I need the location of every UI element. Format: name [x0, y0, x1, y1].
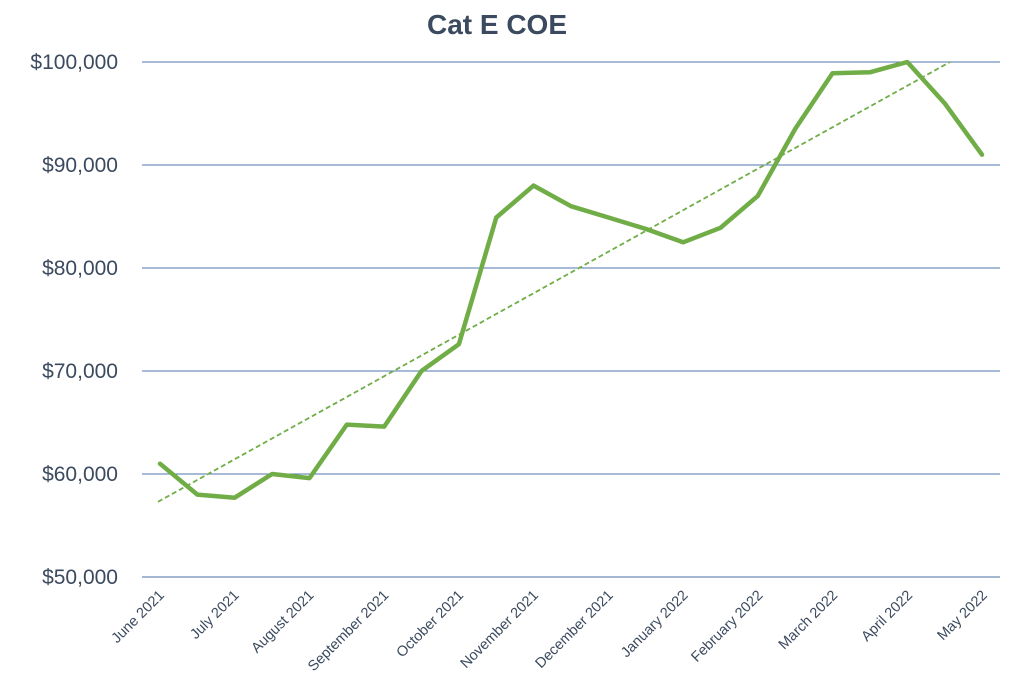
y-tick-label: $90,000 — [42, 154, 118, 177]
x-tick-label: January 2022 — [618, 588, 691, 661]
x-tick-label: September 2021 — [305, 588, 392, 675]
x-tick-label: August 2021 — [249, 588, 318, 657]
x-tick-label: February 2022 — [688, 588, 766, 666]
y-tick-label: $100,000 — [30, 51, 118, 74]
x-tick-label: July 2021 — [187, 588, 242, 643]
y-tick-label: $70,000 — [42, 360, 118, 383]
x-tick-label: December 2021 — [532, 588, 616, 672]
x-tick-label: May 2022 — [934, 588, 990, 644]
x-tick-label: March 2022 — [776, 588, 841, 653]
x-tick-label: June 2021 — [109, 588, 168, 647]
x-tick-label: April 2022 — [859, 588, 916, 645]
trendline — [157, 61, 951, 503]
grid-lines — [142, 61, 1000, 578]
trendline-layer — [157, 61, 951, 503]
y-tick-label: $60,000 — [42, 463, 118, 486]
series-line — [157, 59, 985, 500]
y-tick-label: $80,000 — [42, 257, 118, 280]
x-tick-label: October 2021 — [394, 588, 467, 661]
chart-title: Cat E COE — [427, 9, 567, 40]
y-axis-tick-labels: $50,000 $60,000 $70,000 $80,000 $90,000 $100,… — [30, 51, 118, 589]
series-layer — [157, 59, 985, 500]
x-tick-label: November 2021 — [458, 588, 542, 672]
y-tick-label: $50,000 — [42, 566, 118, 589]
